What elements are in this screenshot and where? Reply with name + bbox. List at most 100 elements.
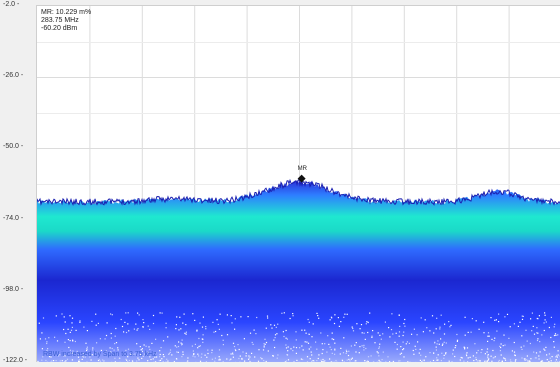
rbw-note: RBW increased by Span to 3.75 kHz <box>43 351 157 358</box>
speckle-dot <box>219 359 221 361</box>
speckle-dot <box>355 360 357 362</box>
speckle-dot <box>398 331 401 333</box>
speckle-dot <box>372 361 375 362</box>
speckle-dot <box>377 332 379 334</box>
speckle-dot <box>498 321 500 323</box>
speckle-dot <box>125 358 127 360</box>
speckle-dot <box>233 345 236 348</box>
speckle-dot <box>248 355 250 357</box>
spectrum-plot-area[interactable]: MR: 10.229 m% 283.75 MHz -60.20 dBm MR R… <box>36 5 560 362</box>
speckle-dot <box>484 353 486 355</box>
y-tick-label: -50.0 - <box>3 143 24 151</box>
speckle-dot <box>351 357 353 359</box>
speckle-dot <box>70 329 73 331</box>
speckle-dot <box>55 315 57 317</box>
speckle-dot <box>467 357 469 359</box>
speckle-dot <box>71 359 73 361</box>
speckle-dot <box>63 316 65 318</box>
speckle-dot <box>464 316 466 318</box>
speckle-dot <box>63 328 65 331</box>
speckle-dot <box>396 348 398 350</box>
speckle-dot <box>205 326 207 328</box>
speckle-dot <box>194 343 196 345</box>
speckle-dot <box>138 314 140 316</box>
speckle-dot <box>149 348 151 350</box>
speckle-dot <box>537 332 539 334</box>
speckle-dot <box>275 326 277 328</box>
speckle-dot <box>199 322 201 324</box>
speckle-dot <box>159 359 162 361</box>
speckle-dot <box>539 341 541 343</box>
speckle-dot <box>39 338 41 340</box>
speckle-dot <box>181 339 183 341</box>
speckle-dot <box>534 357 536 359</box>
speckle-dot <box>491 360 493 362</box>
speckle-dot <box>508 337 510 339</box>
speckle-dot <box>221 334 223 337</box>
speckle-dot <box>310 346 312 348</box>
speckle-dot <box>317 357 319 360</box>
speckle-dot <box>198 345 200 347</box>
speckle-dot <box>544 319 546 321</box>
speckle-dot <box>322 349 324 351</box>
speckle-dot <box>465 353 467 355</box>
speckle-dot <box>464 334 466 336</box>
speckle-dot <box>310 351 312 353</box>
speckle-dot <box>504 344 506 346</box>
speckle-dot <box>42 356 44 358</box>
speckle-dot <box>343 337 345 339</box>
y-tick-label: -2.0 - <box>3 1 20 8</box>
speckle-dot <box>194 319 196 321</box>
speckle-dot <box>496 330 498 332</box>
speckle-dot <box>529 342 531 345</box>
speckle-dot <box>143 353 146 355</box>
speckle-dot <box>274 346 276 349</box>
speckle-dot <box>517 325 519 327</box>
speckle-dot <box>142 319 144 321</box>
speckle-dot <box>379 334 381 336</box>
speckle-dot <box>550 316 552 318</box>
speckle-dot <box>217 323 219 325</box>
marker-readout-line: MR: 10.229 m% <box>41 9 92 16</box>
speckle-dot <box>276 357 278 359</box>
speckle-dot <box>64 355 66 357</box>
speckle-dot <box>521 315 523 317</box>
speckle-dot <box>316 360 318 362</box>
speckle-dot <box>235 349 237 352</box>
speckle-dot <box>485 360 487 362</box>
speckle-dot <box>82 356 85 358</box>
speckle-dot <box>48 356 51 358</box>
speckle-dot <box>544 349 546 351</box>
speckle-dot <box>519 321 521 323</box>
marker-diamond-icon <box>297 174 306 183</box>
speckle-dot <box>176 346 178 348</box>
speckle-dot <box>59 360 61 362</box>
speckle-dot <box>433 352 435 354</box>
speckle-dot <box>151 342 153 344</box>
speckle-dot <box>514 360 516 362</box>
speckle-dot <box>499 345 501 347</box>
speckle-dot <box>180 328 182 330</box>
speckle-dot <box>155 361 157 362</box>
speckle-dot <box>50 361 52 362</box>
speckle-dot <box>150 358 152 361</box>
speckle-dot <box>475 320 477 322</box>
speckle-dot <box>218 359 220 361</box>
speckle-dot <box>328 343 330 345</box>
speckle-dot <box>414 345 416 347</box>
speckle-dot <box>61 313 63 315</box>
speckle-dot <box>113 349 115 351</box>
speckle-dot <box>218 328 220 330</box>
speckle-dot <box>493 340 495 342</box>
speckle-dot <box>192 350 194 352</box>
speckle-dot <box>271 327 273 329</box>
speckle-dot <box>348 350 350 352</box>
marker-readout-line: -60.20 dBm <box>41 25 78 32</box>
speckle-dot <box>286 354 288 356</box>
speckle-dot <box>181 356 183 358</box>
speckle-dot <box>211 358 213 360</box>
speckle-dot <box>72 350 74 352</box>
speckle-dot <box>54 336 56 338</box>
speckle-dot <box>99 360 101 362</box>
